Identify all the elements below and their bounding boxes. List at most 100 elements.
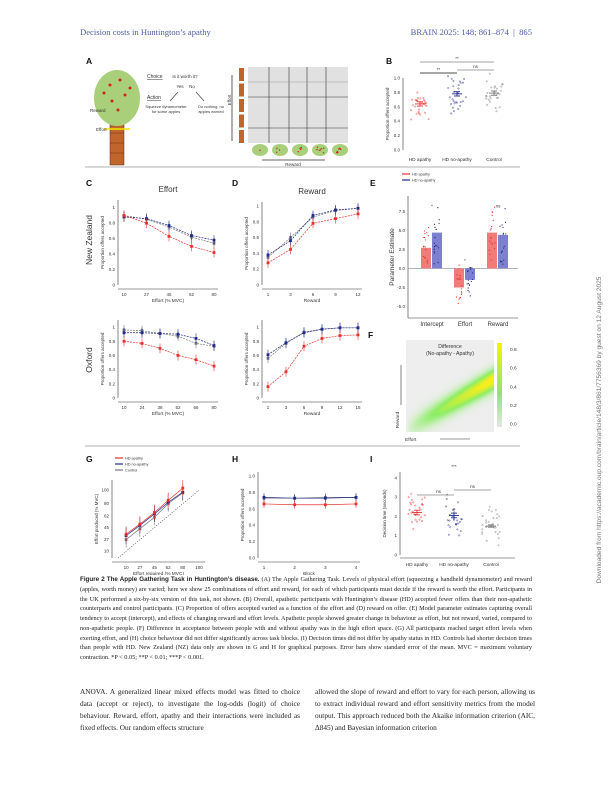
colorbar-tick-label: 0.8 [510, 347, 517, 353]
participant-dot [450, 103, 452, 105]
data-point [194, 358, 198, 362]
chart-i-y-tick-label: 0 [394, 553, 397, 558]
chart-c-oxford-x-tick-label: 80 [211, 405, 217, 410]
participant-dot [457, 501, 459, 504]
data-point [289, 239, 292, 243]
effort-bar-segment [239, 114, 244, 128]
significance-marker: ns [470, 484, 476, 489]
participant-dot [459, 81, 462, 84]
participant-dot [458, 80, 461, 83]
choice-question: Is it worth it? [172, 74, 198, 79]
apple [322, 147, 325, 149]
data-point [302, 344, 306, 348]
chart-h-x-tick-label: 4 [355, 565, 358, 570]
participant-dot [453, 102, 456, 105]
participant-dot [485, 519, 488, 522]
data-point [153, 511, 156, 514]
chart-d-nz-x-label: Reward [304, 298, 321, 304]
participant-dot [455, 523, 457, 525]
chart-d-oxford-y-tick-label: 0.6 [253, 353, 260, 358]
data-point [311, 214, 315, 217]
participant-dot [433, 223, 436, 225]
participant-dot [424, 103, 427, 106]
apple [275, 151, 278, 153]
participant-dot [427, 226, 430, 229]
chart-c-nz-y-tick-label: 0.4 [109, 252, 116, 257]
participant-dot [472, 272, 474, 274]
participant-dot [411, 521, 413, 523]
participant-dot [469, 267, 471, 269]
participant-dot [433, 251, 435, 253]
participant-dot [437, 206, 439, 209]
participant-dot [497, 96, 500, 99]
participant-dot [496, 513, 499, 516]
data-point [122, 214, 126, 217]
chart-d-oxford-y-tick-label: 1 [256, 325, 259, 330]
apple [299, 147, 301, 150]
participant-dot [503, 245, 505, 247]
chart-c-oxford-y-tick-label: 0.8 [109, 339, 116, 344]
participant-dot [418, 518, 421, 521]
participant-dot [419, 113, 422, 116]
legend-g-label: HD no-apathy [125, 463, 149, 467]
participant-dot [416, 91, 419, 94]
data-point [212, 251, 216, 254]
data-point [167, 224, 171, 227]
participant-dot [450, 112, 453, 115]
participant-dot [485, 521, 488, 524]
participant-dot [469, 268, 472, 270]
chart-c-oxford-y-tick-label: 1 [112, 325, 115, 330]
participant-dot [487, 98, 490, 101]
chart-c-nz-x-tick-label: 45 [166, 292, 172, 297]
chart-d-nz-x-tick-label: 6 [312, 292, 315, 297]
series-line-hd-apathy [123, 340, 215, 367]
chart-d-oxford-x-tick-label: 1 [267, 405, 270, 410]
chart-i-x-tick-label: HD apathy [406, 562, 429, 568]
chart-e-y-tick-label: 2.5 [399, 247, 406, 252]
participant-dot [452, 517, 455, 520]
chart-c-nz-x-tick-label: 62 [189, 292, 195, 297]
data-point [140, 342, 144, 345]
participant-dot [410, 118, 413, 121]
chart-h-y-tick-label: 0.0 [249, 556, 256, 561]
participant-dot [457, 87, 460, 90]
chart-c-nz-y-tick-label: 0.6 [109, 236, 116, 241]
participant-dot [494, 508, 497, 511]
chart-d-oxford-x-tick-label: 12 [337, 405, 343, 410]
panel-letter-i: I [370, 454, 372, 464]
heatmap-y-label: Reward [395, 411, 401, 428]
participant-dot [488, 72, 491, 75]
participant-dot [457, 108, 460, 110]
participant-dot [424, 514, 426, 517]
chart-c-nz-x-tick-label: 80 [211, 292, 217, 297]
participant-dot [461, 518, 463, 521]
chart-b-y-tick-label: 0.6 [394, 104, 401, 109]
data-point [323, 496, 327, 500]
participant-dot [420, 516, 423, 519]
heatmap-x-label: Effort [405, 437, 417, 443]
data-point [323, 503, 327, 507]
chart-e-x-tick-label: Reward [488, 322, 509, 328]
colorbar [497, 343, 502, 427]
chart-d-nz-y-tick-label: 0.4 [253, 251, 260, 256]
action-no-text-line: apples earned [198, 109, 223, 114]
participant-dot [498, 531, 501, 533]
participant-dot [423, 99, 425, 102]
figure-2: A B C D E F G H I Reward Effort Choice Is it worth i… [84, 56, 520, 575]
participant-dot [501, 83, 504, 86]
chart-d-nz-x-tick-label: 3 [289, 292, 292, 297]
chart-c-oxford-y-tick-label: 0 [112, 396, 115, 401]
participant-dot [466, 283, 468, 285]
apple [259, 149, 261, 152]
data-point [181, 486, 185, 490]
participant-dot [471, 267, 473, 269]
participant-dot [447, 533, 450, 536]
chart-d-nz-x-tick-label: 12 [355, 292, 361, 297]
figure-caption: Figure 2 The Apple Gathering Task in Hun… [80, 575, 532, 663]
participant-dot [456, 274, 458, 276]
participant-dot [421, 520, 423, 522]
chart-h-y-tick-label: 0.4 [249, 523, 256, 528]
data-point [293, 503, 297, 507]
data-point [212, 238, 216, 242]
significance-marker: ** [455, 56, 459, 61]
